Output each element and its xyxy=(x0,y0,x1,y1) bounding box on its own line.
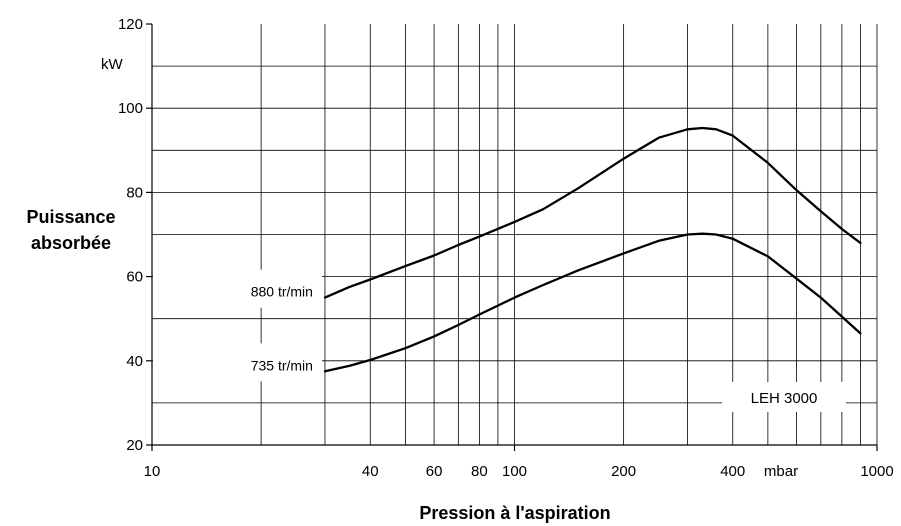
y-tick-label: 40 xyxy=(126,353,143,370)
x-tick-label: 200 xyxy=(611,463,636,480)
x-unit-label: mbar xyxy=(764,463,798,480)
x-tick-label: 400 xyxy=(720,463,745,480)
x-tick-label: 60 xyxy=(426,463,443,480)
axes xyxy=(146,23,878,451)
series-lines xyxy=(323,126,862,373)
model-label: LEH 3000 xyxy=(751,390,818,407)
x-tick-label: 10 xyxy=(144,463,161,480)
x-tick-label: 40 xyxy=(362,463,379,480)
grid xyxy=(152,24,878,445)
y-axis-title-line1: Puissance xyxy=(26,207,115,227)
y-tick-label: 20 xyxy=(126,437,143,454)
y-tick-label: 100 xyxy=(118,100,143,117)
y-tick-label: 60 xyxy=(126,269,143,286)
model-label-box: LEH 3000 xyxy=(722,382,846,412)
x-tick-label: 100 xyxy=(502,463,527,480)
y-tick-label: 80 xyxy=(126,184,143,201)
series-line-0 xyxy=(323,126,862,299)
x-tick-label: 80 xyxy=(471,463,488,480)
y-axis-title-line2: absorbée xyxy=(31,233,111,253)
series-label-1: 735 tr/min xyxy=(153,343,322,382)
x-tick-labels: 10 40 60 80 100 200 400 1000 xyxy=(144,463,894,480)
series-line-1 xyxy=(323,232,862,373)
y-unit-label: kW xyxy=(101,56,124,73)
series-labels: 880 tr/min 735 tr/min xyxy=(153,269,322,382)
series-label-0: 880 tr/min xyxy=(153,269,322,308)
y-tick-label: 120 xyxy=(118,16,143,33)
y-tick-labels: 20 40 60 80 100 120 xyxy=(118,16,143,454)
x-tick-label: 1000 xyxy=(860,463,893,480)
series-label-text: 735 tr/min xyxy=(251,357,313,373)
x-axis-title: Pression à l'aspiration xyxy=(419,503,610,523)
series-label-text: 880 tr/min xyxy=(251,284,313,300)
